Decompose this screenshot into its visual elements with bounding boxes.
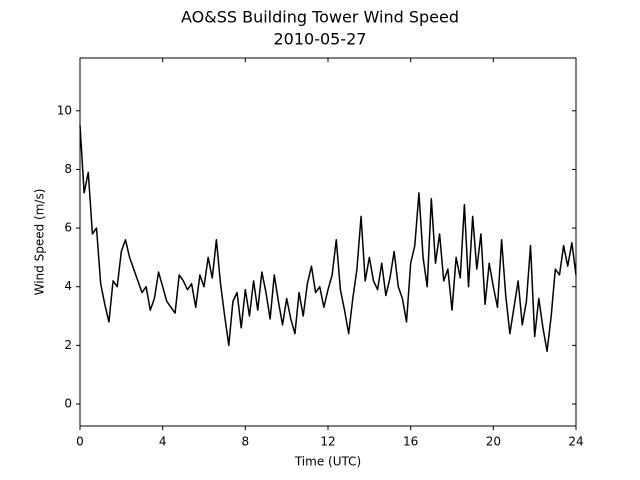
- y-tick-label: 2: [64, 338, 72, 352]
- y-axis-label: Wind Speed (m/s): [33, 189, 47, 296]
- x-tick-label: 20: [486, 435, 501, 449]
- x-tick-label: 16: [403, 435, 418, 449]
- x-axis-label: Time (UTC): [294, 455, 361, 469]
- x-tick-label: 0: [76, 435, 84, 449]
- chart-title: AO&SS Building Tower Wind Speed: [181, 8, 459, 27]
- y-tick-label: 6: [64, 221, 72, 235]
- plot-frame: [79, 57, 577, 427]
- y-tick-label: 8: [64, 162, 72, 176]
- data-line: [79, 125, 577, 352]
- y-tick-label: 4: [64, 279, 72, 293]
- y-tick-label: 0: [64, 397, 72, 411]
- y-tick-label: 10: [57, 103, 72, 117]
- x-tick-label: 24: [568, 435, 583, 449]
- x-tick-label: 4: [159, 435, 167, 449]
- chart-subtitle: 2010-05-27: [274, 30, 367, 49]
- x-tick-label: 8: [242, 435, 250, 449]
- x-tick-label: 12: [320, 435, 335, 449]
